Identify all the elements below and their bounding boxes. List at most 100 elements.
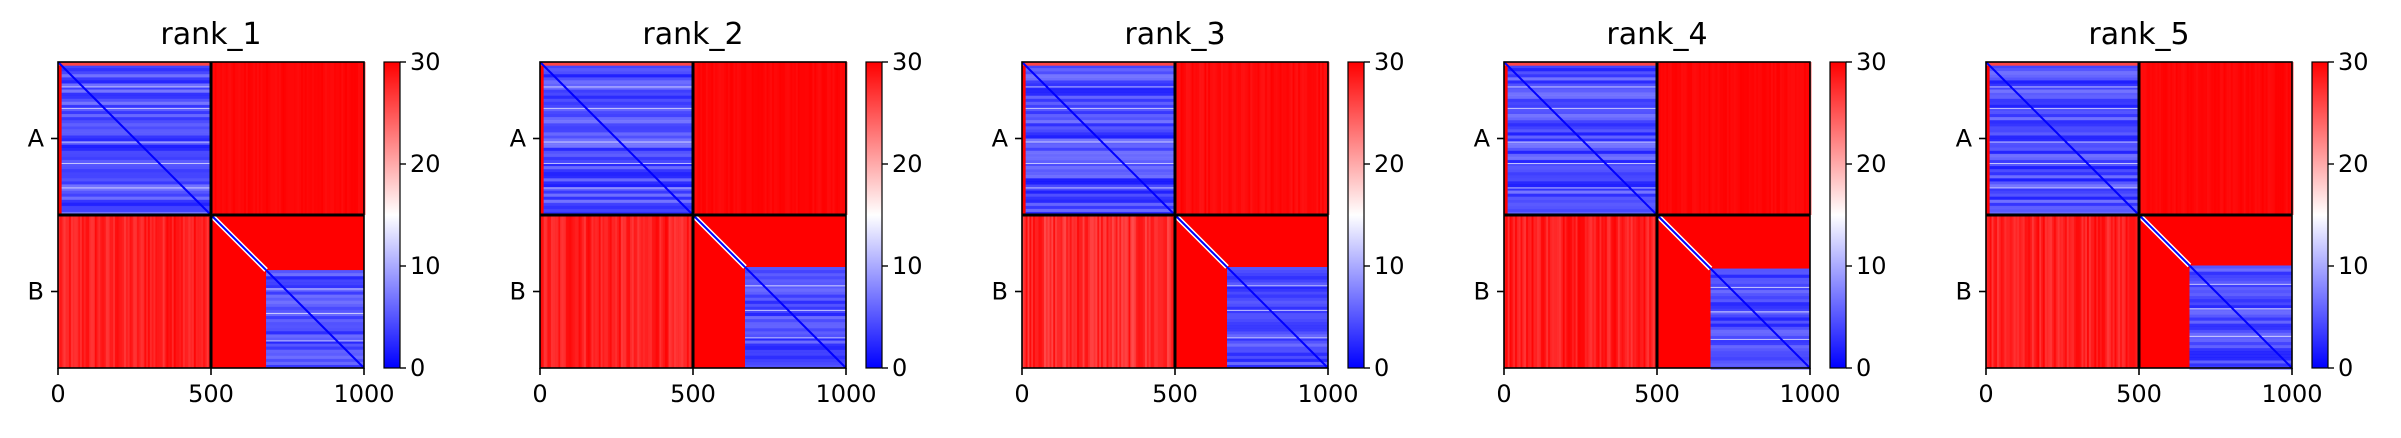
pae-cell-stripe [225,62,228,215]
pae-cell-band [266,282,364,286]
pae-cell-band [1507,95,1657,100]
pae-cell-band [1227,340,1328,344]
pae-cell-stripe [2120,215,2123,368]
pae-cell-stripe [2161,62,2164,215]
pae-cell-stripe [1242,62,1246,215]
pae-cell-stripe [2285,62,2289,215]
pae-cell-band [1507,101,1657,106]
pae-cell-stripe [653,215,656,368]
pae-cell-stripe [1047,215,1050,368]
pae-cell-stripe [659,215,662,368]
pae-cell-stripe [1257,62,1260,215]
pae-cell-stripe [2236,62,2239,215]
pae-cell-stripe [2203,62,2206,215]
pae-cell-line [1507,187,1657,189]
pae-cell-band [1507,150,1657,155]
pae-cell-stripe [1157,215,1160,368]
pae-cell-stripe [1679,62,1682,215]
panel-rank_1: rank_1 0 500 1000 A B 0 10 20 30 [28,17,441,408]
pae-cell-stripe [578,215,581,368]
pae-cell-band [1507,205,1657,210]
pae-cell-band [1989,156,2139,161]
pae-cell-stripe [1724,62,1728,215]
pae-cell-band [1989,120,2139,124]
pae-cell-stripe [839,62,843,215]
pae-cell-stripe [169,215,173,368]
pae-cell-stripe [790,62,793,215]
pae-cell-stripe [2239,62,2243,215]
pae-cell-stripe [1526,215,1529,368]
pae-cell-stripe [1581,215,1584,368]
pae-cell-band [1989,202,2139,207]
pae-cell-stripe [1200,62,1203,215]
pae-cell-stripe [1623,215,1626,368]
panel-rank_5: rank_5 0 500 1000 A B 0 10 20 30 [1956,17,2369,408]
pae-cell-stripe [2081,215,2084,368]
pae-cell-band [745,361,846,366]
pae-cell-band [1227,343,1328,347]
pae-cell-stripe [1632,215,1635,368]
pae-cell-stripe [2042,215,2046,368]
block-A-A-topedge [58,62,211,66]
pae-cell-line [1989,187,2139,189]
pae-cell-stripe [1759,62,1762,215]
pae-cell-band [1025,187,1175,191]
pae-cell-stripe [582,215,585,368]
pae-cell-stripe [2186,62,2189,215]
pae-cell-band [1025,92,1175,96]
pae-cell-stripe [214,62,217,215]
pae-cell-stripe [1511,215,1514,368]
pae-cell-stripe [2059,215,2062,368]
pae-cell-band [1710,345,1810,349]
pae-cell-stripe [672,215,675,368]
pae-cell-stripe [2085,215,2088,368]
pae-cell-stripe [626,215,629,368]
pae-cell-band [1227,297,1328,301]
pae-cell-stripe [1520,215,1523,368]
pae-cell-band [1989,205,2139,210]
pae-cell-stripe [711,62,714,215]
pae-cell-band [543,95,693,100]
pae-cell-stripe [1075,215,1078,368]
block-A-A-topedge [540,62,693,66]
pae-cell-stripe [2046,215,2049,368]
pae-cell-band [543,178,693,182]
y-tick-label: B [1956,278,1972,306]
pae-cell-stripe [2002,215,2005,368]
pae-cell-stripe [1577,215,1580,368]
pae-cell-stripe [1531,215,1534,368]
pae-cell-band [266,331,364,335]
pae-cell-band [2189,341,2292,346]
panel-title: rank_1 [160,17,261,52]
pae-cell-stripe [1042,215,1045,368]
pae-cell-stripe [580,215,583,368]
pae-cell-stripe [1049,215,1052,368]
pae-cell-stripe [2011,215,2014,368]
pae-cell-band [1989,199,2139,204]
pae-cell-band [543,89,693,93]
pae-cell-stripe [657,215,660,368]
pae-cell-stripe [1555,215,1558,368]
pae-cell-line [1025,107,1175,109]
pae-cell-stripe [315,62,318,215]
pae-cell-stripe [1167,215,1170,368]
pae-cell-band [1507,187,1657,191]
pae-cell-band [543,83,693,87]
pae-cell-stripe [136,215,140,368]
pae-cell-band [745,343,846,347]
pae-cell-band [1227,346,1328,350]
pae-cell-stripe [1721,62,1724,215]
pae-cell-stripe [229,62,232,215]
pae-cell-band [266,334,364,338]
pae-cell-band [1710,329,1810,334]
pae-cell-stripe [2280,62,2283,215]
pae-cell-band [543,110,693,115]
pae-cell-stripe [1614,215,1617,368]
pae-cell-band [1989,162,2139,167]
colorbar [1829,61,1847,369]
pae-cell-stripe [2170,62,2173,215]
pae-cell-stripe [1217,62,1220,215]
pae-cell-stripe [1086,215,1089,368]
pae-cell-band [1507,162,1657,167]
pae-cell-stripe [2004,215,2007,368]
